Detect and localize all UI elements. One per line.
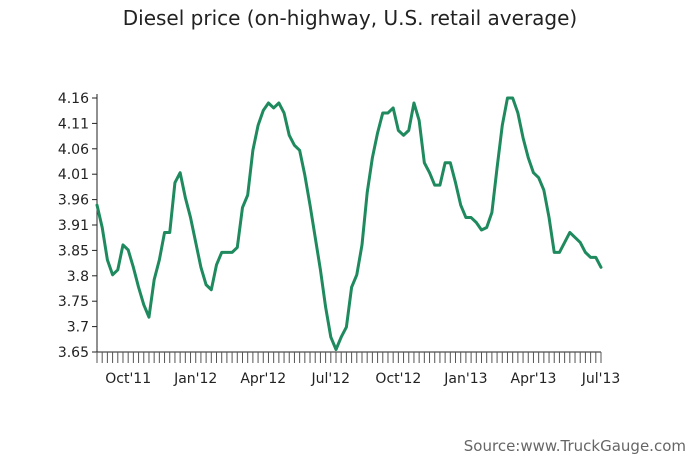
y-tick-label: 4.01 [58, 167, 89, 183]
x-tick-label: Apr'13 [511, 371, 557, 387]
y-tick-label: 3.91 [58, 218, 89, 234]
y-tick-label: 3.75 [58, 294, 89, 310]
x-tick-label: Oct'11 [105, 371, 151, 387]
series-line-diesel-price [95, 96, 603, 352]
y-axis: 3.65 3.7 3.75 3.8 3.85 3.91 3.96 4.01 4.06 4.11 4.… [58, 91, 98, 361]
source-credit: Source:www.TruckGauge.com [463, 437, 686, 455]
y-tick-label: 3.65 [58, 345, 89, 361]
y-tick-label: 3.96 [58, 193, 89, 209]
y-tick-label: 4.06 [58, 142, 89, 158]
x-tick-label: Jan'12 [173, 371, 217, 387]
y-tick-label: 4.16 [58, 91, 89, 107]
chart-title: Diesel price (on-highway, U.S. retail av… [122, 6, 578, 30]
y-tick-label: 4.11 [58, 116, 89, 132]
y-tick-label: 3.85 [58, 243, 89, 259]
x-tick-label: Jan'13 [443, 371, 487, 387]
x-tick-label: Jul'13 [581, 371, 621, 387]
x-tick-label: Apr'12 [240, 371, 286, 387]
y-tick-label: 3.7 [67, 320, 89, 336]
x-tick-label: Jul'12 [311, 371, 351, 387]
y-tick-label: 3.8 [67, 269, 89, 285]
x-tick-label: Oct'12 [375, 371, 421, 387]
x-axis: Oct'11 Jan'12 Apr'12 Jul'12 Oct'12 Jan'13 Apr'… [96, 351, 621, 387]
